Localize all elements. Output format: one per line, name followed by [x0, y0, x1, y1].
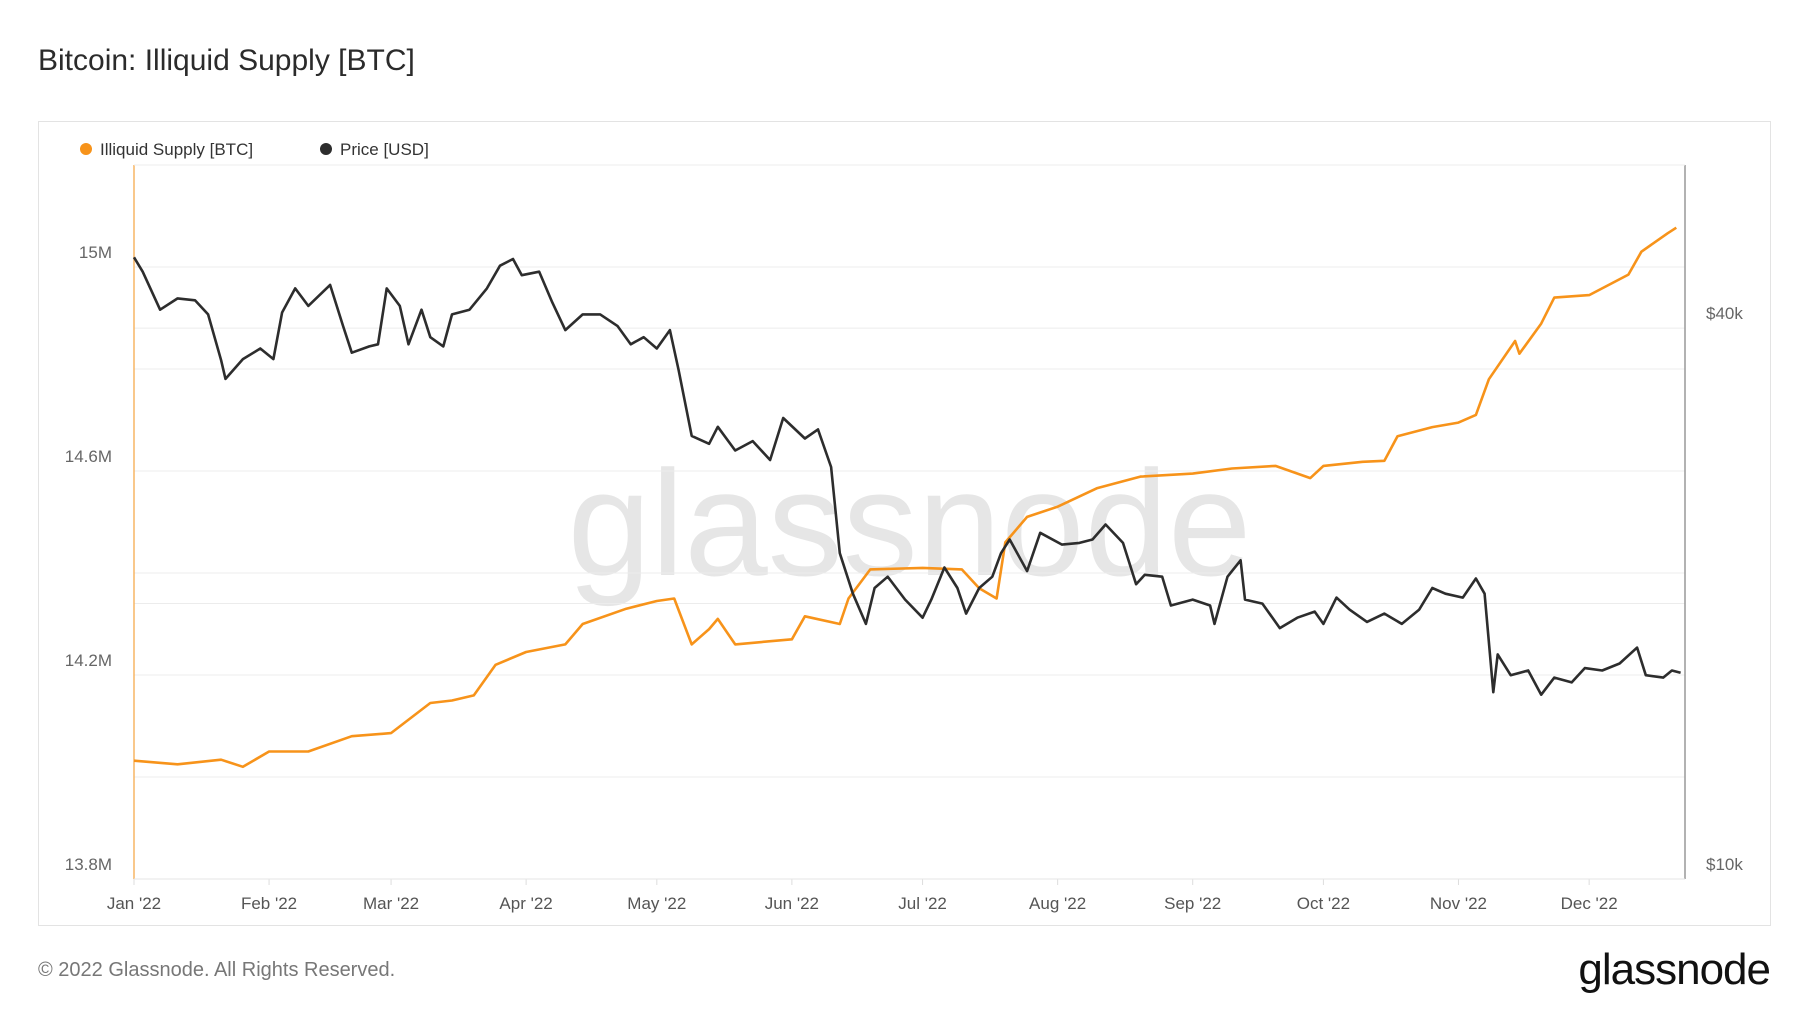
x-tick-label: Sep '22: [1164, 894, 1221, 913]
legend-label: Price [USD]: [340, 140, 429, 159]
legend-marker-icon: [320, 143, 332, 155]
x-tick-label: Apr '22: [499, 894, 552, 913]
y-left-tick-label: 13.8M: [65, 855, 112, 874]
legend-label: Illiquid Supply [BTC]: [100, 140, 253, 159]
x-tick-label: May '22: [627, 894, 686, 913]
x-tick-label: Mar '22: [363, 894, 419, 913]
y-right-tick-label: $10k: [1706, 855, 1743, 874]
glassnode-logo: glassnode: [1578, 945, 1771, 994]
series-line-price: [132, 256, 1681, 696]
x-tick-label: Jun '22: [765, 894, 819, 913]
legend-marker-icon: [80, 143, 92, 155]
watermark: glassnode: [568, 439, 1252, 607]
x-tick-label: Aug '22: [1029, 894, 1086, 913]
y-left-tick-label: 14.6M: [65, 447, 112, 466]
y-left-tick-label: 15M: [79, 243, 112, 262]
x-tick-label: Oct '22: [1297, 894, 1350, 913]
x-tick-label: Jan '22: [107, 894, 161, 913]
series-line-illiquid-supply: [133, 226, 1678, 769]
chart-title: Bitcoin: Illiquid Supply [BTC]: [38, 44, 415, 77]
y-left-tick-label: 14.2M: [65, 651, 112, 670]
copyright-footer: © 2022 Glassnode. All Rights Reserved.: [38, 959, 396, 981]
y-right-tick-label: $40k: [1706, 304, 1743, 323]
x-tick-label: Nov '22: [1430, 894, 1487, 913]
x-tick-label: Dec '22: [1561, 894, 1618, 913]
x-tick-label: Feb '22: [241, 894, 297, 913]
chart-frame: [38, 121, 1771, 926]
x-tick-label: Jul '22: [898, 894, 947, 913]
